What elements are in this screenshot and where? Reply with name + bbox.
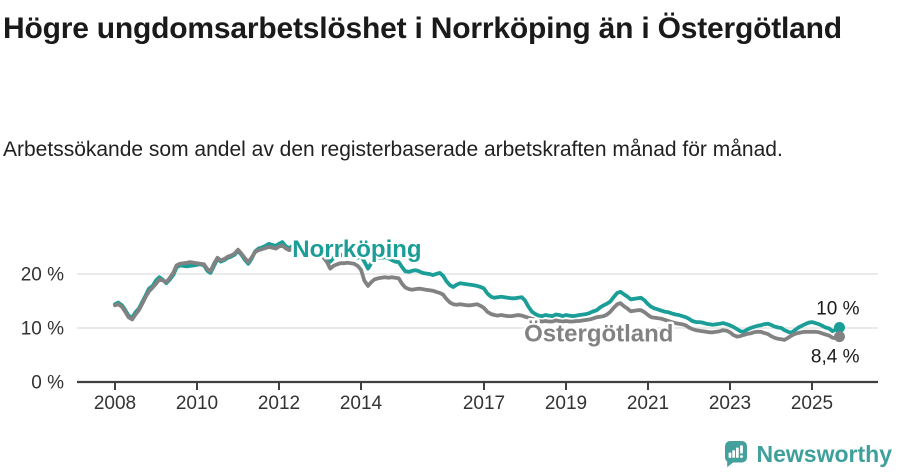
y-axis-tick-label: 10 % bbox=[21, 319, 64, 340]
x-axis-tick-label: 2023 bbox=[709, 393, 751, 414]
series-line-östergötland bbox=[113, 243, 842, 342]
brand-footer: Newsworthy bbox=[724, 440, 892, 468]
series-end-dot bbox=[833, 321, 845, 333]
x-axis-tick-label: 2012 bbox=[258, 393, 300, 414]
x-axis-tick-label: 2008 bbox=[94, 393, 136, 414]
x-axis-tick-label: 2017 bbox=[463, 393, 505, 414]
series-end-value-label: 10 % bbox=[816, 298, 859, 319]
series-end-dot bbox=[833, 331, 845, 343]
x-axis-tick-label: 2021 bbox=[627, 393, 669, 414]
x-axis-tick-label: 2025 bbox=[791, 393, 833, 414]
y-axis-tick-label: 0 % bbox=[31, 373, 64, 394]
series-label: Östergötland bbox=[524, 320, 673, 347]
series-end-value-label: 8,4 % bbox=[811, 347, 860, 368]
series-line-norrköping bbox=[113, 240, 842, 335]
x-axis-tick-label: 2019 bbox=[545, 393, 587, 414]
brand-name: Newsworthy bbox=[756, 440, 892, 467]
page-title: Högre ungdomsarbetslöshet i Norrköping ä… bbox=[3, 12, 842, 45]
line-chart: 2008 2010 2012 2014 2017 2019 2021 2023 2025 0 % 1… bbox=[21, 234, 878, 414]
x-axis-tick-label: 2010 bbox=[176, 393, 218, 414]
x-axis-tick-label: 2014 bbox=[340, 393, 383, 414]
newsworthy-logo-icon bbox=[724, 441, 747, 468]
y-axis-tick-label: 20 % bbox=[21, 265, 64, 286]
chart-subtitle: Arbetssökande som andel av den registerb… bbox=[3, 138, 783, 161]
series-label: Norrköping bbox=[292, 236, 421, 263]
